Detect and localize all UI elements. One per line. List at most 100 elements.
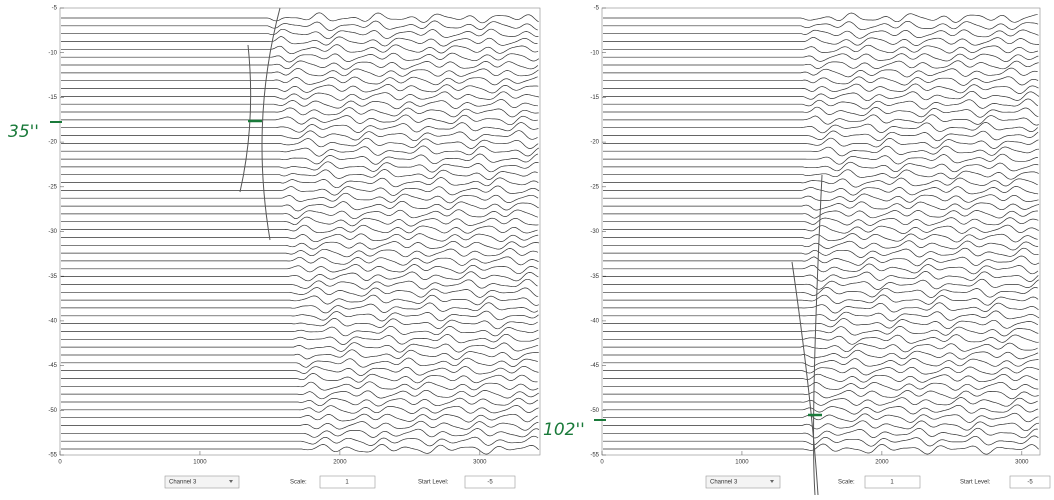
start-level-input[interactable] xyxy=(464,475,516,489)
trace xyxy=(61,137,539,149)
trace xyxy=(61,145,539,157)
start-level-input[interactable] xyxy=(1009,475,1051,489)
trace xyxy=(603,67,1038,78)
trace xyxy=(61,161,539,173)
y-tick-label: -35 xyxy=(590,274,599,280)
x-tick-label: 3000 xyxy=(473,460,487,466)
trace xyxy=(603,224,1039,234)
start-level-label: Start Level: xyxy=(418,480,449,486)
trace xyxy=(61,224,538,234)
trace xyxy=(61,60,539,70)
x-tick-label: 0 xyxy=(600,460,604,466)
x-tick-label: 1000 xyxy=(193,460,207,466)
trace xyxy=(61,91,539,101)
trace xyxy=(61,318,538,330)
trace xyxy=(603,404,1039,415)
trace xyxy=(61,325,539,337)
trace xyxy=(61,428,540,438)
trace xyxy=(603,342,1038,353)
trace xyxy=(603,358,1039,367)
y-tick-label: -15 xyxy=(48,95,57,101)
trace xyxy=(603,287,1038,298)
trace xyxy=(61,381,539,391)
scale-value: 1 xyxy=(345,480,349,486)
trace xyxy=(61,233,539,243)
channel-label: Channel 3 xyxy=(710,480,738,486)
trace xyxy=(61,342,539,353)
y-tick-label: -15 xyxy=(590,95,599,101)
trace xyxy=(61,12,539,24)
trace xyxy=(603,122,1038,134)
scale-input[interactable] xyxy=(864,475,921,489)
y-tick-label: -45 xyxy=(48,363,57,369)
dropdown-arrow xyxy=(770,480,774,483)
trace xyxy=(603,326,1039,337)
trace xyxy=(603,130,1039,142)
y-tick-label: -50 xyxy=(590,408,599,414)
trace xyxy=(61,366,539,376)
annotation: 35'' xyxy=(8,122,39,142)
trace xyxy=(61,68,539,77)
trace xyxy=(61,185,540,196)
trace xyxy=(603,201,1040,211)
x-tick-label: 2000 xyxy=(875,460,889,466)
trace xyxy=(61,357,538,368)
trace xyxy=(61,373,538,384)
annotation: 102'' xyxy=(543,420,585,440)
y-tick-label: -20 xyxy=(48,140,57,146)
trace xyxy=(603,193,1039,203)
trace xyxy=(603,443,1039,455)
y-tick-label: -30 xyxy=(48,229,57,235)
trace xyxy=(603,90,1040,102)
trace xyxy=(61,294,539,306)
trace xyxy=(61,349,539,361)
trace xyxy=(61,444,539,455)
trace xyxy=(61,278,538,290)
trace xyxy=(603,60,1039,70)
channel-label: Channel 3 xyxy=(169,480,197,486)
trace xyxy=(603,210,1038,219)
trace xyxy=(603,145,1039,157)
scale-input[interactable] xyxy=(319,475,376,489)
trace xyxy=(61,240,539,250)
y-tick-label: -20 xyxy=(590,140,599,146)
trace xyxy=(603,278,1039,290)
trace xyxy=(603,373,1039,383)
trace xyxy=(603,53,1039,62)
trace xyxy=(61,169,538,180)
trace xyxy=(603,247,1039,258)
trace xyxy=(61,200,539,212)
trace xyxy=(603,420,1040,432)
channel-dropdown[interactable] xyxy=(164,475,240,489)
trace xyxy=(603,114,1039,126)
y-tick-label: -25 xyxy=(590,184,599,190)
trace xyxy=(61,287,539,298)
trace xyxy=(61,52,539,63)
trace xyxy=(603,177,1038,188)
y-tick-label: -35 xyxy=(48,274,57,280)
y-tick-label: -5 xyxy=(594,6,600,12)
trace xyxy=(603,36,1040,46)
y-tick-label: -55 xyxy=(590,453,599,459)
trace xyxy=(61,264,538,275)
x-tick-label: 2000 xyxy=(333,460,347,466)
trace xyxy=(61,389,539,400)
pick-curve xyxy=(239,7,281,241)
trace xyxy=(61,256,539,266)
trace xyxy=(61,122,539,133)
trace xyxy=(61,44,539,55)
trace xyxy=(603,98,1039,110)
channel-dropdown[interactable] xyxy=(705,475,781,489)
trace xyxy=(603,435,1039,447)
trace xyxy=(603,29,1039,39)
trace xyxy=(61,20,538,31)
trace xyxy=(603,397,1038,407)
trace xyxy=(61,209,539,220)
plot-area xyxy=(59,7,541,456)
trace xyxy=(603,106,1039,118)
y-tick-label: -45 xyxy=(590,363,599,369)
trace xyxy=(603,310,1040,322)
trace xyxy=(603,76,1039,86)
x-tick-label: 0 xyxy=(58,460,62,466)
